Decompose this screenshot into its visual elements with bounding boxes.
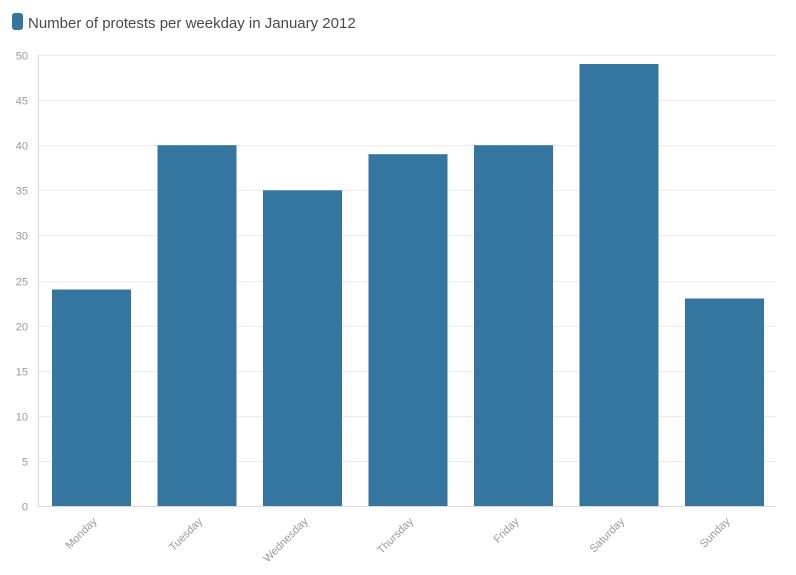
legend-label: Number of protests per weekday in Januar…: [28, 15, 356, 32]
bar-thursday[interactable]: [368, 154, 448, 506]
bar-wednesday[interactable]: [263, 190, 342, 507]
bar-saturday[interactable]: [579, 64, 659, 506]
bar-sunday[interactable]: [685, 298, 764, 507]
x-tick-label: Saturday: [588, 515, 628, 555]
x-tick-label: Sunday: [698, 515, 733, 550]
y-tick-label: 35: [16, 186, 28, 198]
y-tick-label: 25: [16, 277, 28, 289]
x-axis-labels: Monday Tuesday Wednesday Thursday Friday Satu…: [63, 515, 733, 565]
x-tick-label: Tuesday: [167, 515, 205, 553]
bar-tuesday[interactable]: [157, 145, 237, 506]
y-tick-label: 30: [16, 231, 28, 243]
y-tick-label: 5: [22, 457, 28, 469]
y-tick-label: 45: [16, 96, 28, 108]
y-tick-label: 0: [22, 502, 28, 514]
y-tick-label: 10: [16, 412, 28, 424]
y-tick-label: 50: [16, 51, 28, 63]
bars: [52, 64, 764, 507]
y-tick-label: 15: [16, 367, 28, 379]
bar-friday[interactable]: [474, 145, 553, 506]
legend-swatch: [12, 13, 23, 30]
x-tick-label: Monday: [63, 515, 100, 552]
y-tick-label: 40: [16, 141, 28, 153]
x-tick-label: Wednesday: [261, 515, 311, 565]
legend[interactable]: Number of protests per weekday in Januar…: [12, 13, 356, 32]
x-tick-label: Friday: [492, 515, 522, 545]
y-tick-label: 20: [16, 322, 28, 334]
bar-monday[interactable]: [52, 289, 131, 507]
y-axis-ticks: 0 5 10 15 20 25 30 35 40 45 50: [16, 51, 28, 514]
x-tick-label: Thursday: [375, 515, 416, 556]
